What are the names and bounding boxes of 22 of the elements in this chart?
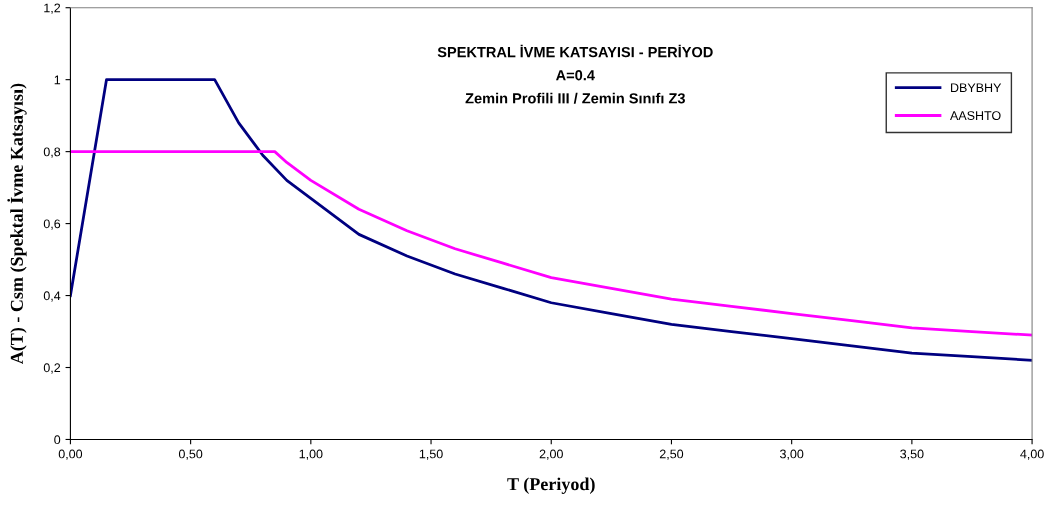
x-axis-title: T (Periyod) xyxy=(507,477,595,494)
y-tick-label: 0,8 xyxy=(43,147,61,158)
x-tick-label: 3,00 xyxy=(779,449,804,460)
y-axis-title: A(T) - Csm (Spektal İvme Katsayısı) xyxy=(7,83,27,365)
line-series xyxy=(70,150,1033,337)
x-tick-label: 3,50 xyxy=(900,449,924,460)
x-tick-label: 4,00 xyxy=(1020,449,1044,460)
y-tick-label: 0 xyxy=(54,435,61,445)
x-tick-label: 0,00 xyxy=(58,449,83,460)
y-tick-label: 1 xyxy=(54,75,61,85)
y-tick-label: 0,2 xyxy=(43,363,61,374)
legend-label: AASHTO xyxy=(950,111,1001,120)
x-tick-label: 0,50 xyxy=(178,449,203,460)
x-tick-label: 2,00 xyxy=(539,449,563,460)
legend-label: DBYBHY xyxy=(951,83,1002,92)
y-tick-label: 1,2 xyxy=(44,3,61,14)
x-tick-label: 1,50 xyxy=(419,449,443,460)
text: SPEKTRAL İVME KATSAYISI - PERİYOD A=0.4 Zemin Profili III / Zemin Sınıfı Z3 xyxy=(437,44,713,104)
x-tick-label: 2,50 xyxy=(659,449,684,460)
x-tick-label: 1,00 xyxy=(299,449,323,460)
y-tick-label: 0,4 xyxy=(43,291,61,302)
y-tick-label: 0,6 xyxy=(43,219,61,230)
